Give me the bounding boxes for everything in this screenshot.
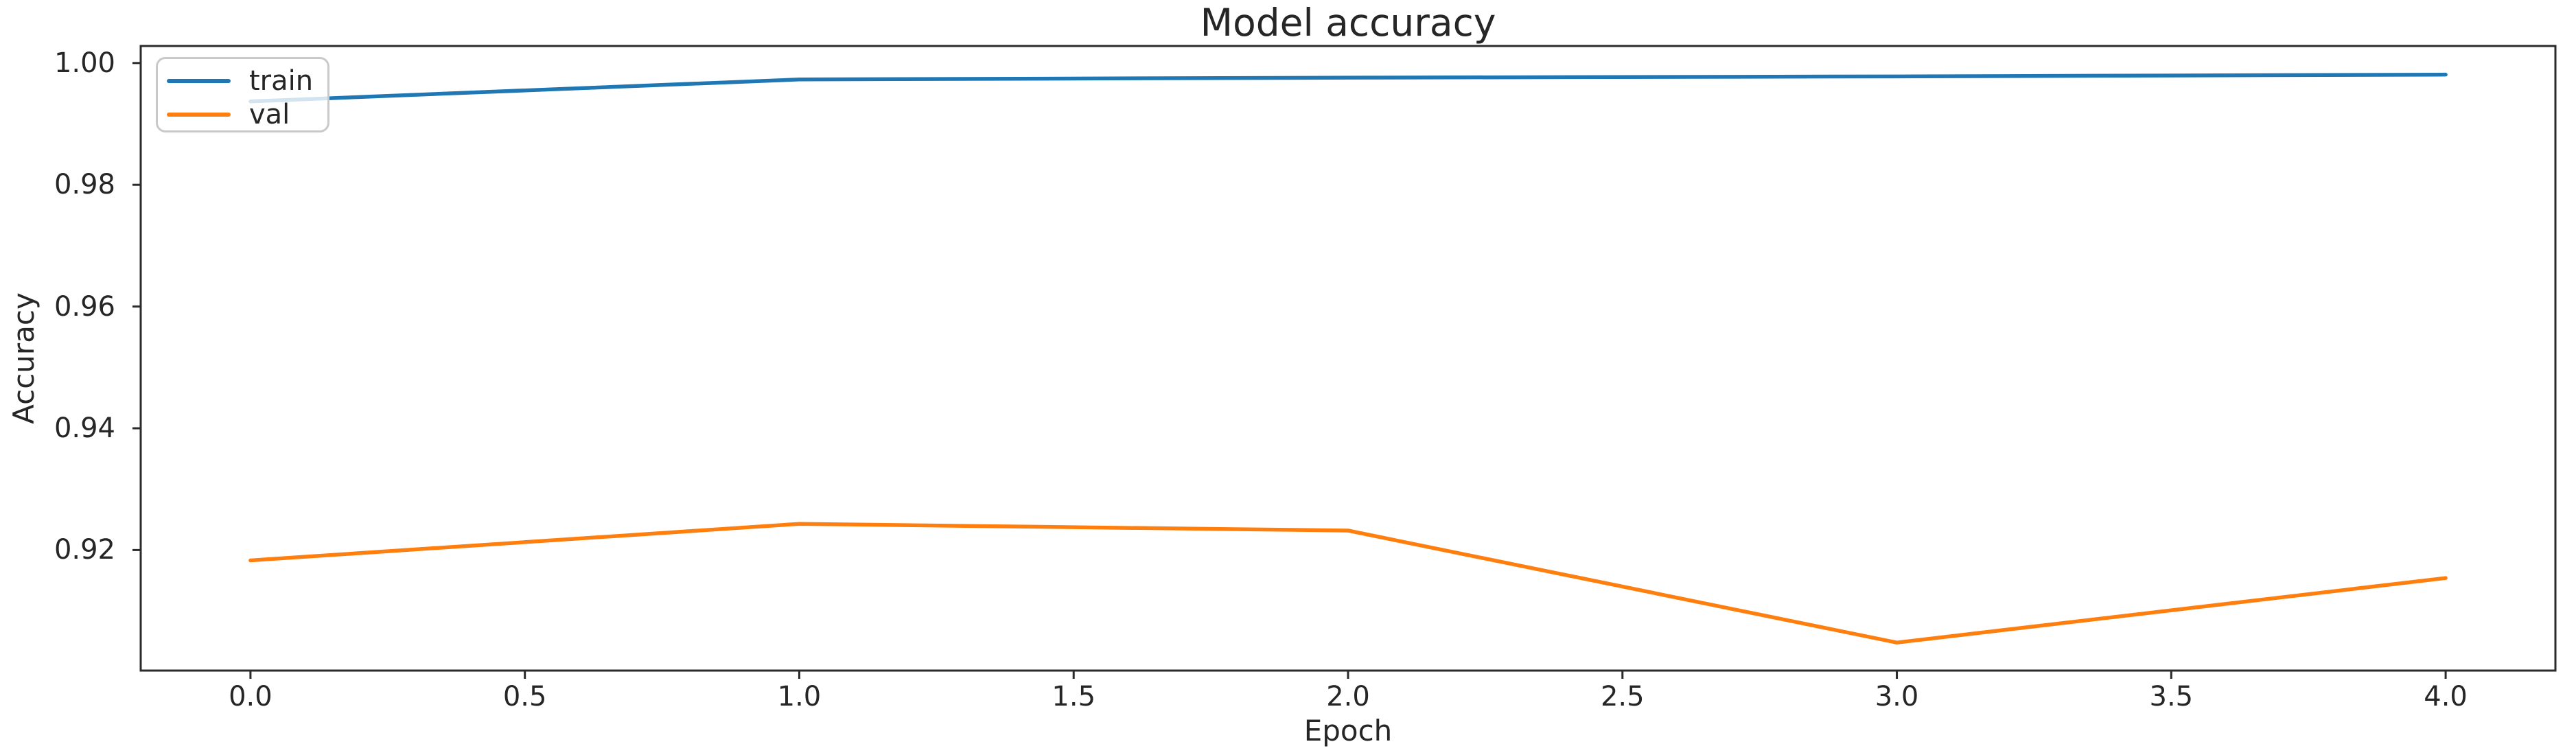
axes-spines (139, 45, 2557, 672)
chart-title: Model accuracy (1200, 1, 1496, 45)
x-axis-label: Epoch (1303, 714, 1393, 747)
legend-item-val: val (167, 97, 327, 131)
y-tick-label: 0.94 (54, 412, 115, 444)
legend-label-train: train (249, 65, 314, 97)
x-tick-label: 1.5 (1052, 681, 1096, 712)
x-tick-label: 3.5 (2149, 681, 2194, 712)
legend-item-train: train (167, 64, 327, 97)
y-tick-label: 0.96 (54, 290, 115, 323)
x-tick-label: 4.0 (2424, 681, 2468, 712)
train-line-swatch (167, 78, 231, 83)
y-tick-label: 1.00 (54, 47, 115, 79)
y-tick-label: 0.98 (54, 169, 115, 201)
y-tick-label: 0.92 (54, 534, 115, 566)
x-tick-label: 2.5 (1600, 681, 1645, 712)
x-tick-label: 1.0 (777, 681, 822, 712)
x-tick-label: 0.5 (502, 681, 547, 712)
train-line (248, 72, 2448, 104)
x-tick-label: 0.0 (229, 681, 272, 712)
val-line-swatch (167, 112, 231, 117)
legend-label-val: val (249, 98, 290, 130)
x-tick-label: 3.0 (1875, 681, 1919, 712)
x-tick-label: 2.0 (1326, 681, 1370, 712)
legend: train val (156, 57, 329, 132)
val-line (248, 522, 2448, 644)
